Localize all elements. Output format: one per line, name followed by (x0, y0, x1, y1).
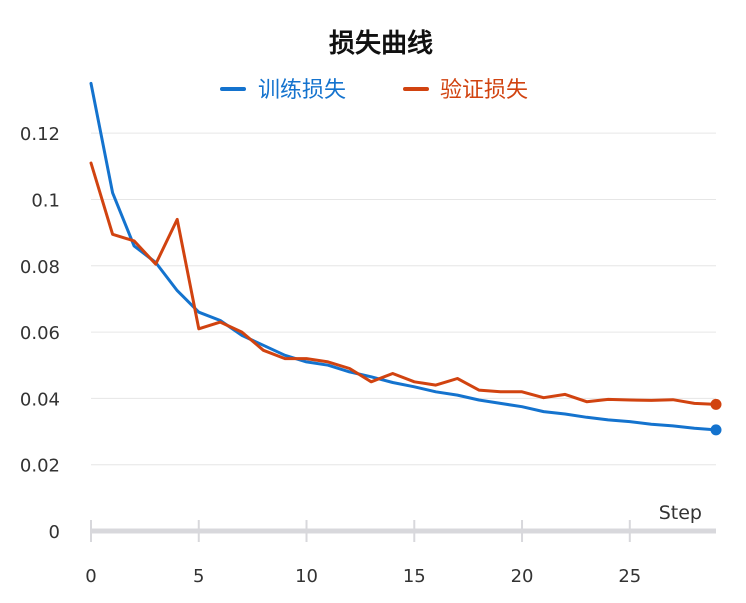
y-tick-label: 0.12 (20, 124, 60, 145)
series-group (89, 81, 722, 436)
y-tick-label: 0.04 (20, 389, 60, 410)
x-tick-label: 20 (511, 566, 534, 587)
chart-title: 损失曲线 (329, 29, 433, 59)
x-tick-label: 0 (85, 566, 96, 587)
y-tick-label: 0 (49, 522, 60, 543)
x-axis: 0 5 10 15 20 25 (85, 520, 716, 587)
x-tick-label: 10 (295, 566, 318, 587)
grid-lines (91, 132, 716, 466)
x-tick-label: 25 (618, 566, 641, 587)
x-tick-label: 15 (403, 566, 426, 587)
legend: 训练损失 验证损失 (220, 78, 528, 103)
y-tick-label: 0.08 (20, 257, 60, 278)
y-axis: 0 0.02 0.04 0.06 0.08 0.1 0.12 (20, 124, 60, 543)
series-end-point-2 (710, 398, 722, 410)
legend-label-1: 训练损失 (258, 78, 346, 103)
series-line-2 (89, 161, 718, 406)
legend-label-2: 验证损失 (440, 78, 528, 103)
y-tick-label: 0.02 (20, 456, 60, 477)
y-tick-label: 0.06 (20, 323, 60, 344)
x-tick-label: 5 (193, 566, 204, 587)
series-end-point-1 (710, 424, 722, 436)
x-axis-title: Step (659, 502, 702, 524)
y-tick-label: 0.1 (31, 190, 60, 211)
